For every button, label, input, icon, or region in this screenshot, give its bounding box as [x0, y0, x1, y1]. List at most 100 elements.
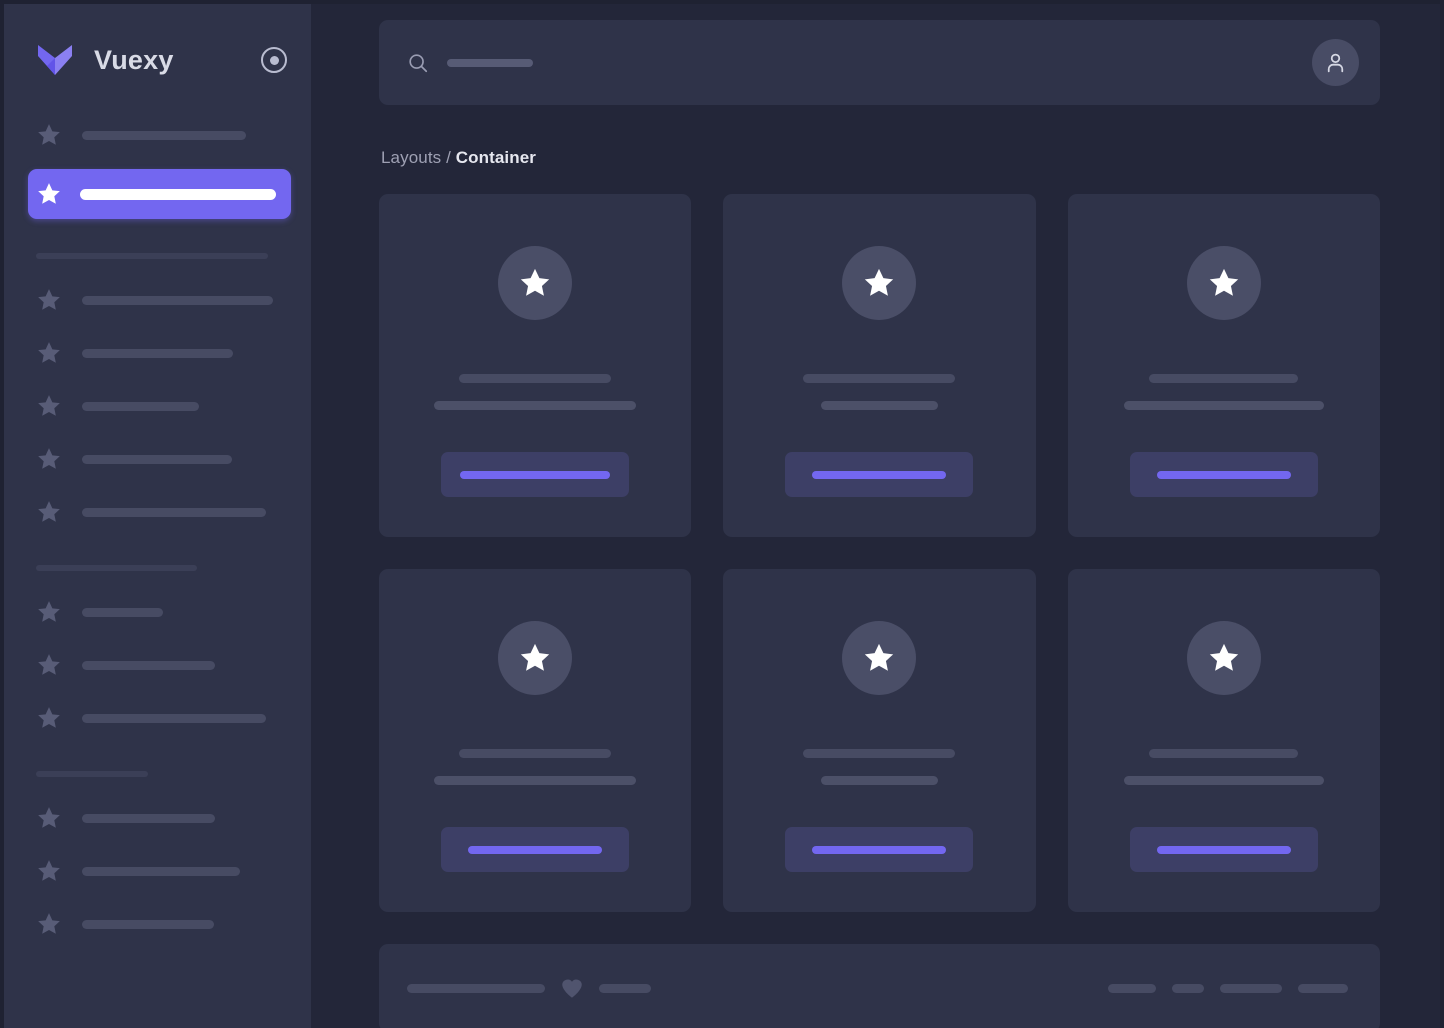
card-action-button[interactable]: [441, 452, 630, 497]
footer-link-2[interactable]: [1172, 983, 1204, 993]
star-icon: [36, 805, 62, 831]
sidebar-item-label: [82, 454, 232, 464]
brand-name: Vuexy: [94, 44, 174, 75]
card-5[interactable]: [723, 569, 1036, 912]
search-input[interactable]: [447, 58, 533, 67]
card-action-button[interactable]: [1129, 452, 1318, 497]
sidebar-item-12[interactable]: [4, 852, 311, 890]
top-navbar: [379, 20, 1380, 105]
card-button-label: [812, 845, 947, 854]
star-icon: [1186, 621, 1261, 695]
footer-link-4[interactable]: [1298, 983, 1348, 993]
breadcrumb-separator: /: [446, 148, 451, 167]
card-action-button[interactable]: [441, 827, 630, 872]
sidebar-item-label: [82, 401, 199, 411]
user-avatar-icon[interactable]: [1312, 39, 1359, 86]
card-subtitle-skeleton: [820, 401, 938, 410]
sidebar-item-9[interactable]: [4, 646, 311, 684]
card-2[interactable]: [723, 194, 1036, 537]
card-button-label: [468, 845, 603, 854]
star-icon: [498, 621, 573, 695]
card-action-button[interactable]: [785, 452, 974, 497]
star-icon: [36, 181, 62, 207]
star-icon: [36, 340, 62, 366]
footer-link-3[interactable]: [1220, 983, 1282, 993]
card-3[interactable]: [1067, 194, 1380, 537]
star-icon: [36, 652, 62, 678]
radio-dot-circle-icon[interactable]: [261, 47, 287, 73]
sidebar-section-divider: [36, 565, 197, 571]
sidebar-item-5[interactable]: [4, 387, 311, 425]
card-action-button[interactable]: [1129, 827, 1318, 872]
card-1[interactable]: [379, 194, 692, 537]
card-subtitle-skeleton: [1123, 776, 1324, 785]
star-icon: [36, 911, 62, 937]
heart-icon[interactable]: [559, 975, 585, 1001]
sidebar-item-10[interactable]: [4, 699, 311, 737]
brand-header: Vuexy: [4, 4, 311, 116]
star-icon: [36, 858, 62, 884]
vuexy-logo-icon: [36, 43, 74, 77]
sidebar-group-3: [4, 565, 311, 737]
search-icon[interactable]: [407, 52, 429, 74]
sidebar-item-11[interactable]: [4, 799, 311, 837]
sidebar-item-label: [82, 607, 163, 617]
star-icon: [36, 599, 62, 625]
card-title-skeleton: [459, 749, 612, 758]
card-button-label: [812, 470, 947, 479]
star-icon: [842, 246, 917, 320]
card-grid: [379, 194, 1380, 912]
footer-bar: [379, 944, 1380, 1028]
star-icon: [36, 446, 62, 472]
sidebar-section-divider: [36, 771, 148, 777]
sidebar-item-13[interactable]: [4, 905, 311, 943]
sidebar-item-8[interactable]: [4, 593, 311, 631]
main-content: Layouts / Container: [311, 4, 1440, 1028]
sidebar-item-label: [82, 660, 215, 670]
card-button-label: [1156, 470, 1291, 479]
card-title-skeleton: [1149, 749, 1299, 758]
card-subtitle-skeleton: [434, 401, 637, 410]
footer-text-skeleton-1: [407, 983, 545, 993]
card-action-button[interactable]: [785, 827, 974, 872]
sidebar-item-3[interactable]: [4, 281, 311, 319]
breadcrumb: Layouts / Container: [381, 148, 1380, 168]
sidebar-section-divider: [36, 253, 268, 259]
sidebar-item-label: [82, 295, 273, 305]
breadcrumb-parent[interactable]: Layouts: [381, 148, 442, 167]
app-window: Vuexy: [4, 4, 1440, 1028]
sidebar-group-1: [4, 116, 311, 219]
sidebar-item-label: [82, 130, 246, 140]
card-title-skeleton: [803, 749, 956, 758]
star-icon: [36, 287, 62, 313]
sidebar-item-7[interactable]: [4, 493, 311, 531]
sidebar-item-label: [82, 919, 214, 929]
sidebar-item-label: [82, 507, 266, 517]
card-title-skeleton: [803, 374, 956, 383]
star-icon: [36, 122, 62, 148]
sidebar-group-4: [4, 771, 311, 943]
star-icon: [36, 499, 62, 525]
card-subtitle-skeleton: [434, 776, 637, 785]
card-6[interactable]: [1067, 569, 1380, 912]
footer-text-skeleton-2: [599, 983, 651, 993]
star-icon: [498, 246, 573, 320]
star-icon: [1186, 246, 1261, 320]
sidebar-item-1[interactable]: [4, 116, 311, 154]
card-title-skeleton: [1149, 374, 1299, 383]
sidebar-item-4[interactable]: [4, 334, 311, 372]
breadcrumb-current: Container: [455, 148, 536, 167]
card-subtitle-skeleton: [1123, 401, 1324, 410]
sidebar-item-label: [82, 813, 215, 823]
sidebar: Vuexy: [4, 4, 311, 1028]
sidebar-item-label: [82, 348, 233, 358]
card-subtitle-skeleton: [820, 776, 938, 785]
card-4[interactable]: [379, 569, 692, 912]
footer-link-1[interactable]: [1108, 983, 1156, 993]
card-button-label: [1156, 845, 1291, 854]
sidebar-item-6[interactable]: [4, 440, 311, 478]
sidebar-item-label: [82, 713, 266, 723]
footer-links: [1108, 983, 1348, 993]
sidebar-item-2-active[interactable]: [28, 169, 291, 219]
star-icon: [36, 393, 62, 419]
